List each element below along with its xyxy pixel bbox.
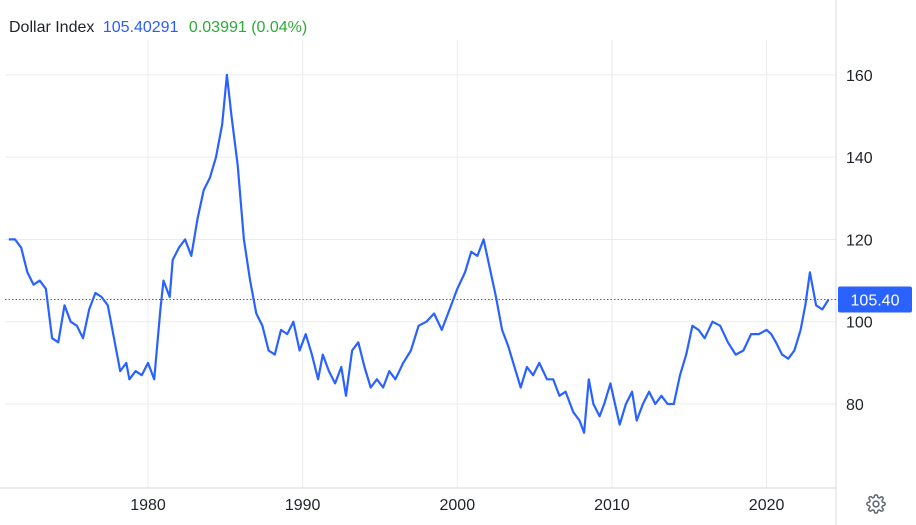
instrument-price: 105.40291 [102,19,179,36]
x-tick-label: 2020 [749,497,785,514]
y-tick-label: 120 [846,232,873,249]
x-tick-label: 1990 [285,497,321,514]
current-price-label: 105.40 [851,293,900,310]
gear-icon [866,494,886,514]
y-tick-label: 80 [846,397,864,414]
x-tick-label: 2000 [440,497,476,514]
y-tick-label: 140 [846,150,873,167]
x-tick-label: 1980 [130,497,166,514]
y-tick-label: 100 [846,315,873,332]
current-price-badge [838,286,912,313]
settings-gear-icon[interactable] [866,494,886,514]
y-tick-label: 160 [846,68,873,85]
price-change: 0.03991 (0.04%) [188,19,308,36]
chart-header: Dollar Index 105.40291 0.03991 (0.04%) [9,19,307,37]
x-tick-label: 2010 [594,497,630,514]
instrument-name: Dollar Index [9,19,95,36]
dollar-index-line [8,73,830,434]
